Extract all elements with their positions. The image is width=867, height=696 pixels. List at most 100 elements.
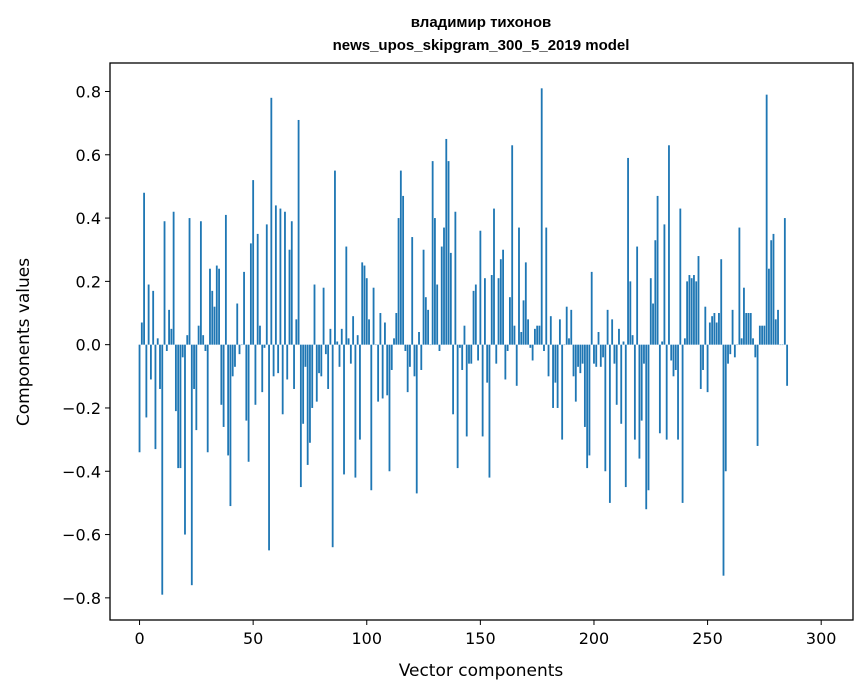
bar bbox=[361, 262, 364, 345]
bar bbox=[547, 344, 550, 377]
bar bbox=[656, 195, 659, 345]
bar bbox=[499, 259, 502, 345]
bar bbox=[256, 233, 259, 345]
plot-frame bbox=[109, 62, 854, 621]
bar bbox=[261, 344, 264, 393]
bar bbox=[177, 344, 180, 469]
bar bbox=[352, 316, 355, 345]
bar bbox=[427, 309, 430, 345]
bar bbox=[686, 281, 689, 345]
bar bbox=[604, 344, 607, 472]
bar bbox=[365, 278, 368, 345]
bar bbox=[595, 344, 598, 367]
bar bbox=[702, 344, 704, 370]
bar bbox=[211, 290, 214, 345]
bar bbox=[463, 325, 466, 345]
bar bbox=[668, 145, 670, 345]
bar bbox=[306, 344, 309, 465]
bar bbox=[259, 325, 261, 345]
bar bbox=[263, 344, 266, 348]
bar bbox=[533, 328, 536, 345]
bar bbox=[184, 344, 186, 535]
bar bbox=[647, 344, 650, 491]
bar bbox=[409, 344, 411, 367]
bar bbox=[706, 344, 709, 393]
x-tick-label: 200 bbox=[579, 629, 610, 648]
bar bbox=[386, 344, 389, 396]
bar bbox=[583, 344, 586, 427]
bar bbox=[704, 306, 707, 345]
bar bbox=[477, 344, 479, 361]
bar bbox=[281, 344, 284, 415]
bar bbox=[633, 344, 636, 440]
bar bbox=[372, 287, 375, 345]
bar bbox=[181, 344, 184, 358]
bar bbox=[395, 313, 398, 345]
bar bbox=[309, 344, 311, 443]
bar bbox=[327, 344, 330, 389]
y-tick-label: −0.2 bbox=[62, 399, 101, 418]
bar bbox=[631, 335, 634, 345]
y-tick-label: 0.8 bbox=[76, 82, 101, 101]
bar bbox=[749, 313, 752, 345]
bar bbox=[663, 224, 666, 345]
y-tick-label: 0.0 bbox=[76, 336, 101, 355]
bar bbox=[215, 265, 218, 345]
bar bbox=[393, 338, 395, 345]
bar bbox=[322, 287, 325, 345]
bar bbox=[688, 275, 691, 345]
bar bbox=[486, 344, 489, 383]
bar bbox=[502, 249, 504, 345]
bar bbox=[368, 319, 370, 345]
x-axis-label: Vector components bbox=[399, 661, 564, 681]
bar bbox=[590, 271, 593, 345]
bar bbox=[624, 344, 627, 488]
bar bbox=[363, 265, 366, 345]
bar bbox=[227, 344, 230, 456]
bar bbox=[249, 243, 252, 345]
bar bbox=[529, 344, 532, 348]
bar bbox=[195, 344, 198, 431]
bar bbox=[159, 344, 161, 389]
bar bbox=[218, 268, 220, 345]
bar bbox=[531, 344, 534, 361]
bar bbox=[459, 344, 461, 348]
bar bbox=[238, 344, 241, 355]
y-tick-label: −0.8 bbox=[62, 589, 101, 608]
bar bbox=[172, 211, 175, 345]
bar bbox=[254, 344, 257, 405]
bar bbox=[163, 221, 166, 345]
bar bbox=[649, 278, 652, 345]
bar bbox=[345, 246, 348, 345]
bar bbox=[247, 344, 250, 462]
bar bbox=[206, 344, 209, 453]
bar bbox=[454, 211, 457, 345]
bar bbox=[506, 344, 509, 351]
bar bbox=[520, 332, 523, 345]
bar bbox=[449, 252, 452, 345]
bar bbox=[168, 309, 170, 345]
bar bbox=[359, 344, 361, 440]
x-tick-label: 300 bbox=[806, 629, 837, 648]
x-tick-label: 150 bbox=[465, 629, 496, 648]
bar bbox=[570, 309, 573, 345]
bar bbox=[511, 145, 514, 345]
bar bbox=[484, 278, 486, 345]
bar bbox=[318, 344, 320, 374]
bar bbox=[179, 344, 182, 469]
bar bbox=[752, 338, 754, 345]
bar bbox=[672, 344, 675, 377]
bar bbox=[761, 325, 764, 345]
bar bbox=[197, 325, 200, 345]
bar bbox=[733, 344, 736, 358]
bar bbox=[390, 344, 393, 370]
bar bbox=[293, 344, 295, 389]
bar bbox=[518, 227, 520, 345]
bar bbox=[213, 306, 216, 345]
bar bbox=[161, 344, 164, 595]
x-tick-label: 100 bbox=[351, 629, 382, 648]
bar bbox=[538, 325, 541, 345]
bar bbox=[756, 344, 759, 446]
bar bbox=[229, 344, 232, 507]
